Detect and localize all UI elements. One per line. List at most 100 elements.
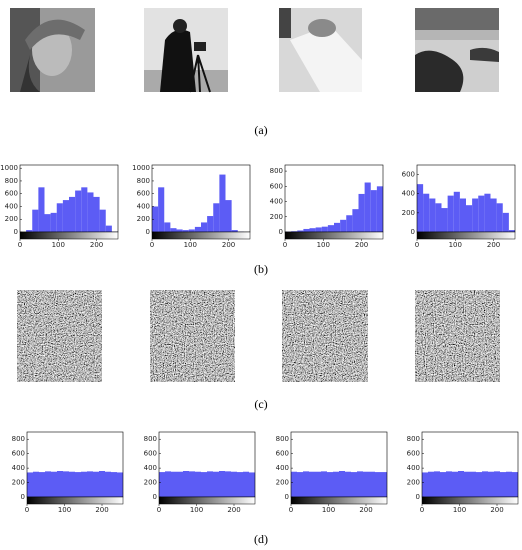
bar [219, 174, 226, 232]
bar [428, 471, 434, 497]
encrypted-image [17, 290, 102, 382]
y-tick-label: 200 [137, 215, 150, 223]
bar [321, 471, 327, 497]
bar [352, 209, 359, 232]
bar [369, 471, 375, 497]
x-tick-label: 200 [487, 241, 500, 249]
bar [490, 198, 497, 232]
encrypted-image [150, 290, 235, 382]
bar [340, 219, 347, 232]
bar [105, 471, 111, 497]
bar [213, 471, 219, 497]
y-tick-label: 1000 [0, 164, 18, 172]
y-tick-label: 800 [276, 435, 289, 443]
bar [476, 472, 482, 497]
y-tick-label: 400 [402, 190, 415, 198]
y-tick-label: 800 [137, 177, 150, 185]
x-tick-label: 200 [490, 506, 503, 514]
bar [357, 471, 363, 497]
y-tick-label: 0 [411, 228, 415, 236]
bar [207, 216, 214, 232]
x-tick-label: 0 [150, 241, 154, 249]
bar [117, 472, 123, 497]
bar [182, 230, 189, 232]
bar [470, 471, 476, 497]
plot-frame [151, 164, 251, 233]
bar [315, 227, 322, 232]
bar [506, 471, 512, 497]
gray-scale-bar [416, 231, 516, 240]
bar [57, 471, 63, 497]
bar [93, 471, 99, 497]
bar [358, 193, 365, 232]
bar [177, 471, 183, 497]
y-tick-label: 200 [144, 479, 157, 487]
bar [99, 209, 106, 232]
x-tick-label: 100 [453, 506, 466, 514]
bar [56, 203, 63, 232]
bar [87, 471, 93, 497]
bar [183, 471, 189, 497]
bar [105, 225, 112, 232]
x-tick-label: 200 [355, 241, 368, 249]
y-tick-label: 0 [153, 493, 157, 501]
bar [32, 209, 39, 232]
bar [219, 471, 225, 497]
bar [441, 208, 448, 232]
bar [159, 472, 165, 497]
bar [44, 214, 51, 232]
x-tick-label: 100 [190, 506, 203, 514]
bar [194, 226, 201, 232]
bar [225, 471, 231, 497]
bar [508, 230, 515, 232]
bar [93, 196, 100, 232]
x-tick-label: 100 [184, 241, 197, 249]
bar [334, 222, 341, 232]
y-tick-label: 400 [12, 464, 25, 472]
bar [333, 471, 339, 497]
y-tick-label: 600 [12, 450, 25, 458]
bar [195, 471, 201, 497]
bar [464, 471, 470, 497]
y-tick-label: 800 [270, 167, 283, 175]
bar [207, 471, 213, 497]
bar [171, 471, 177, 497]
bar [225, 200, 232, 232]
bar [512, 472, 518, 497]
y-tick-label: 400 [5, 202, 18, 210]
bar [69, 471, 75, 497]
y-tick-label: 800 [144, 435, 157, 443]
gray-scale-bar [19, 231, 119, 240]
caption: (a) [254, 123, 267, 137]
y-tick-label: 600 [144, 450, 157, 458]
bar [488, 471, 494, 497]
bar [370, 190, 377, 232]
bar [345, 471, 351, 497]
encrypted-image [415, 290, 500, 382]
bar [500, 472, 506, 497]
bar [458, 471, 464, 497]
y-tick-label: 200 [407, 479, 420, 487]
y-tick-label: 0 [14, 228, 18, 236]
bar [303, 471, 309, 497]
bar [309, 471, 315, 497]
bar [164, 222, 171, 232]
x-tick-label: 100 [52, 241, 65, 249]
bar [81, 187, 88, 232]
y-tick-label: 200 [276, 479, 289, 487]
bar [303, 228, 310, 232]
bar [417, 184, 424, 232]
bar [478, 195, 485, 232]
bar [484, 193, 491, 232]
bar [213, 203, 220, 232]
caption: (c) [254, 397, 267, 411]
bar [327, 225, 334, 232]
y-tick-label: 800 [407, 435, 420, 443]
y-tick-label: 0 [416, 493, 420, 501]
bar [502, 212, 509, 232]
bar [50, 212, 57, 232]
bar [38, 187, 45, 232]
x-tick-label: 0 [420, 506, 424, 514]
x-tick-label: 200 [222, 241, 235, 249]
bar [291, 471, 297, 497]
